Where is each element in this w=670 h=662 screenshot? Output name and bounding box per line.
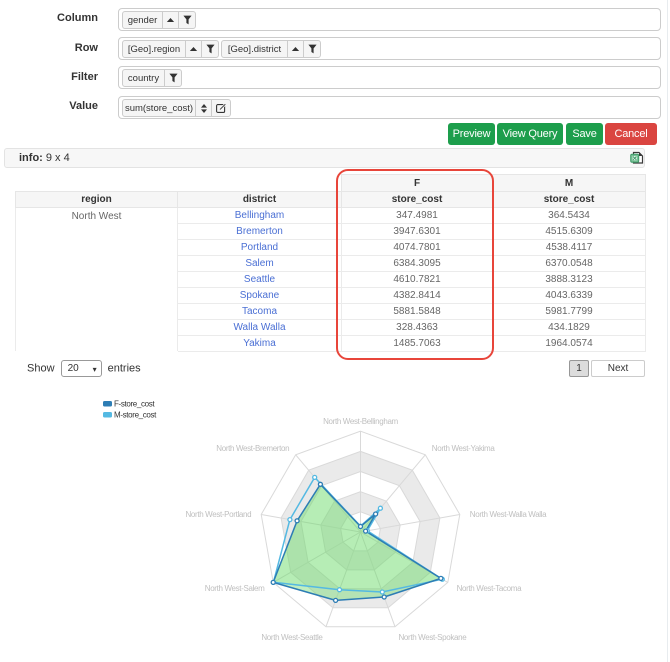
svg-text:North West-Bellingham: North West-Bellingham: [323, 417, 398, 426]
svg-text:F-store_cost: F-store_cost: [114, 400, 155, 409]
svg-text:North West-Salem: North West-Salem: [205, 584, 265, 593]
svg-text:North West-Portland: North West-Portland: [186, 510, 252, 519]
svg-text:North West-Tacoma: North West-Tacoma: [457, 584, 522, 593]
svg-text:North West-Spokane: North West-Spokane: [399, 633, 468, 642]
svg-text:M-store_cost: M-store_cost: [114, 411, 157, 420]
svg-text:North West-Walla Walla: North West-Walla Walla: [470, 510, 547, 519]
svg-text:North West-Seattle: North West-Seattle: [261, 633, 323, 642]
svg-text:North West-Bremerton: North West-Bremerton: [216, 444, 289, 453]
svg-text:North West-Yakima: North West-Yakima: [432, 444, 496, 453]
